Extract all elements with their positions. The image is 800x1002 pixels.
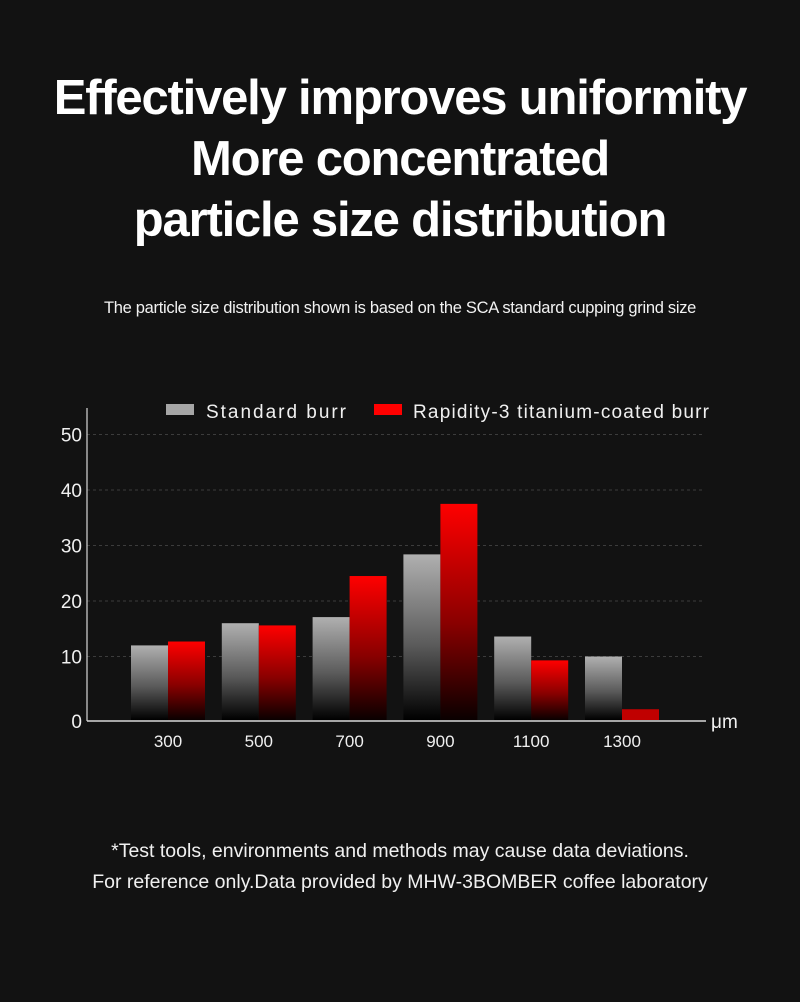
x-tick-labels: 300 500 700 900 1100 1300: [154, 732, 641, 751]
footnote: *Test tools, environments and methods ma…: [0, 836, 800, 898]
y-tick-label: 0: [71, 712, 82, 733]
y-tick-label: 40: [61, 481, 82, 502]
legend-label-rapidity-3-burr: Rapidity-3 titanium-coated burr: [413, 402, 710, 423]
bar-standard-burr-300: [131, 645, 168, 720]
x-tick-label: 500: [245, 732, 273, 751]
y-tick-label: 50: [61, 426, 82, 447]
footnote-line-2: For reference only.Data provided by MHW-…: [92, 871, 708, 893]
bar-standard-burr-500: [221, 623, 259, 720]
bars: [131, 503, 659, 720]
legend-label-standard-burr: Standard burr: [206, 402, 347, 423]
y-tick-label: 20: [61, 592, 82, 613]
headline-line-2: More concentrated: [191, 132, 610, 186]
bar-standard-burr-900: [403, 554, 441, 720]
bar-rapidity-3-burr-900: [440, 503, 478, 720]
x-axis-unit: μm: [711, 712, 738, 733]
y-tick-label: 30: [61, 537, 82, 558]
bar-standard-burr-1100: [494, 636, 532, 720]
bar-rapidity-3-burr-1300: [622, 709, 659, 720]
x-tick-label: 1100: [513, 732, 550, 751]
footnote-line-1: *Test tools, environments and methods ma…: [111, 840, 689, 862]
headline: Effectively improves uniformity More con…: [0, 68, 800, 251]
bar-standard-burr-700: [312, 617, 350, 720]
legend-swatch-standard-burr: [166, 404, 194, 415]
x-tick-label: 900: [426, 732, 454, 751]
y-tick-labels: 0 10 20 30 40 50: [61, 426, 82, 734]
bar-rapidity-3-burr-300: [168, 641, 205, 720]
bar-standard-burr-1300: [585, 656, 622, 720]
bar-rapidity-3-burr-700: [349, 576, 387, 720]
gridlines: [87, 434, 705, 657]
bar-rapidity-3-burr-500: [258, 625, 296, 720]
headline-line-1: Effectively improves uniformity: [53, 71, 748, 125]
legend-swatch-rapidity-3-burr: [374, 404, 402, 415]
x-tick-label: 300: [154, 732, 182, 751]
legend: Standard burr Rapidity-3 titanium-coated …: [166, 402, 710, 423]
bar-rapidity-3-burr-1100: [531, 660, 569, 720]
headline-line-3: particle size distribution: [133, 193, 668, 247]
particle-size-chart: μm Standard burr Rapidity-3 titanium-coat…: [61, 402, 738, 751]
axes: μm: [86, 408, 738, 733]
x-tick-label: 700: [335, 732, 363, 751]
subtitle: The particle size distribution shown is …: [103, 299, 697, 317]
y-tick-label: 10: [61, 648, 82, 669]
x-tick-label: 1300: [603, 732, 641, 751]
